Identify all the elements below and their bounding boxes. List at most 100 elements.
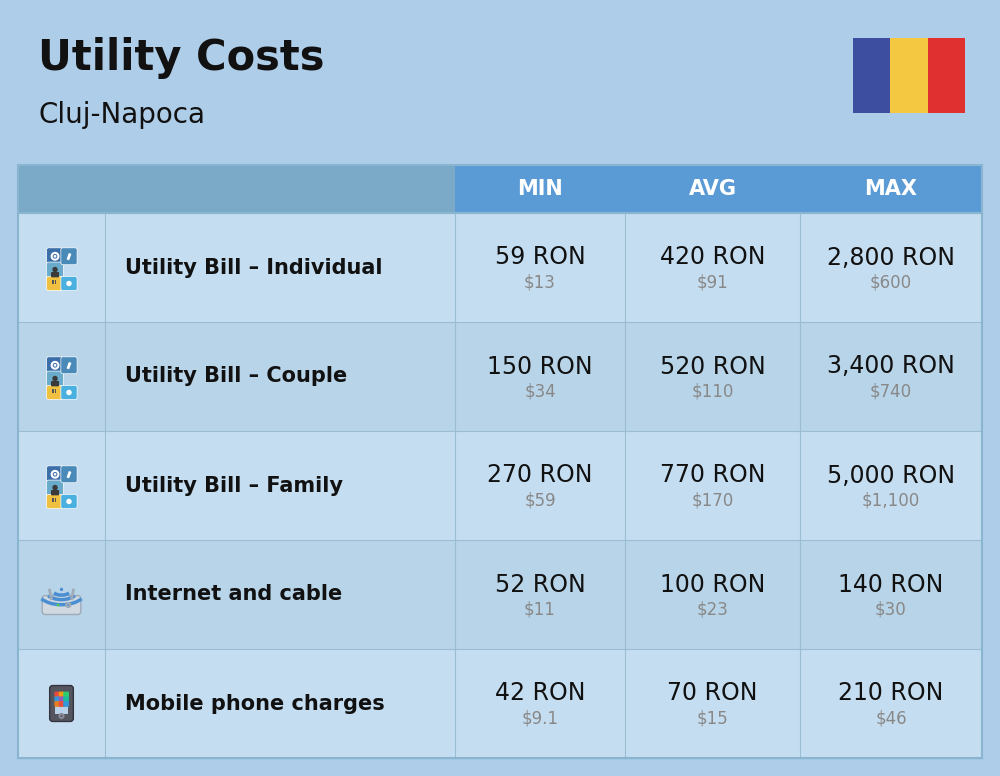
FancyBboxPatch shape bbox=[63, 702, 69, 707]
Bar bbox=[18, 165, 982, 758]
Bar bbox=[800, 165, 982, 213]
Text: Mobile phone charges: Mobile phone charges bbox=[125, 694, 385, 713]
FancyBboxPatch shape bbox=[61, 466, 77, 483]
Circle shape bbox=[52, 376, 58, 381]
Bar bbox=[67, 471, 71, 478]
FancyBboxPatch shape bbox=[63, 691, 69, 698]
Text: Utility Bill – Individual: Utility Bill – Individual bbox=[125, 258, 382, 278]
FancyBboxPatch shape bbox=[63, 696, 69, 702]
Text: 420 RON: 420 RON bbox=[660, 245, 765, 269]
Circle shape bbox=[57, 604, 59, 606]
Bar bbox=[455, 165, 625, 213]
FancyBboxPatch shape bbox=[47, 494, 63, 508]
Bar bbox=[52, 280, 54, 284]
Bar bbox=[625, 165, 800, 213]
Text: $600: $600 bbox=[870, 273, 912, 292]
Text: 140 RON: 140 RON bbox=[838, 573, 944, 597]
Bar bbox=[18, 165, 455, 213]
FancyBboxPatch shape bbox=[47, 480, 64, 497]
Text: MAX: MAX bbox=[864, 179, 918, 199]
Bar bbox=[55, 691, 68, 715]
FancyBboxPatch shape bbox=[54, 702, 60, 707]
Text: Cluj-Napoca: Cluj-Napoca bbox=[38, 101, 205, 129]
Text: AVG: AVG bbox=[688, 179, 736, 199]
FancyBboxPatch shape bbox=[47, 386, 63, 400]
FancyBboxPatch shape bbox=[61, 248, 77, 265]
FancyBboxPatch shape bbox=[47, 276, 63, 290]
Text: $34: $34 bbox=[524, 383, 556, 400]
Bar bbox=[18, 322, 982, 431]
Bar bbox=[18, 649, 982, 758]
Circle shape bbox=[66, 281, 72, 286]
Text: $11: $11 bbox=[524, 601, 556, 618]
Text: 52 RON: 52 RON bbox=[495, 573, 585, 597]
Text: $15: $15 bbox=[697, 709, 728, 728]
FancyBboxPatch shape bbox=[61, 357, 77, 374]
Text: MIN: MIN bbox=[517, 179, 563, 199]
FancyBboxPatch shape bbox=[51, 490, 59, 495]
Text: $740: $740 bbox=[870, 383, 912, 400]
Bar bbox=[55, 390, 56, 393]
FancyBboxPatch shape bbox=[47, 248, 64, 265]
FancyBboxPatch shape bbox=[47, 262, 64, 279]
Bar bbox=[890, 38, 928, 113]
FancyBboxPatch shape bbox=[59, 696, 65, 702]
Text: Utility Bill – Couple: Utility Bill – Couple bbox=[125, 366, 347, 386]
Text: $59: $59 bbox=[524, 491, 556, 510]
Bar bbox=[928, 38, 965, 113]
Circle shape bbox=[66, 390, 72, 395]
Text: $110: $110 bbox=[691, 383, 734, 400]
FancyBboxPatch shape bbox=[42, 596, 81, 615]
FancyBboxPatch shape bbox=[61, 494, 77, 508]
Text: $46: $46 bbox=[875, 709, 907, 728]
FancyBboxPatch shape bbox=[47, 371, 64, 388]
Bar bbox=[18, 431, 982, 540]
FancyBboxPatch shape bbox=[51, 381, 59, 386]
Text: Internet and cable: Internet and cable bbox=[125, 584, 342, 605]
Bar bbox=[18, 213, 982, 322]
Text: 100 RON: 100 RON bbox=[660, 573, 765, 597]
Text: 520 RON: 520 RON bbox=[660, 355, 765, 379]
Bar bbox=[67, 253, 71, 260]
FancyBboxPatch shape bbox=[54, 691, 60, 698]
Text: $9.1: $9.1 bbox=[522, 709, 558, 728]
Text: 210 RON: 210 RON bbox=[838, 681, 944, 705]
FancyBboxPatch shape bbox=[50, 685, 73, 722]
Circle shape bbox=[52, 485, 58, 490]
Text: 2,800 RON: 2,800 RON bbox=[827, 245, 955, 269]
FancyBboxPatch shape bbox=[47, 357, 64, 374]
FancyBboxPatch shape bbox=[61, 276, 77, 290]
Text: 770 RON: 770 RON bbox=[660, 463, 765, 487]
Text: 59 RON: 59 RON bbox=[495, 245, 585, 269]
Text: $13: $13 bbox=[524, 273, 556, 292]
Text: Utility Bill – Family: Utility Bill – Family bbox=[125, 476, 343, 496]
Circle shape bbox=[54, 364, 56, 366]
Text: 150 RON: 150 RON bbox=[487, 355, 593, 379]
Text: $1,100: $1,100 bbox=[862, 491, 920, 510]
FancyBboxPatch shape bbox=[59, 702, 65, 707]
Text: 70 RON: 70 RON bbox=[667, 681, 758, 705]
Circle shape bbox=[54, 255, 56, 258]
Text: $30: $30 bbox=[875, 601, 907, 618]
FancyBboxPatch shape bbox=[59, 691, 65, 698]
Bar bbox=[853, 38, 890, 113]
Bar bbox=[52, 498, 54, 502]
Bar bbox=[55, 498, 56, 502]
Text: 3,400 RON: 3,400 RON bbox=[827, 355, 955, 379]
FancyBboxPatch shape bbox=[54, 696, 60, 702]
Bar bbox=[55, 280, 56, 284]
Text: $91: $91 bbox=[697, 273, 728, 292]
Circle shape bbox=[52, 267, 58, 272]
Circle shape bbox=[54, 473, 56, 476]
FancyBboxPatch shape bbox=[51, 272, 59, 277]
Text: 5,000 RON: 5,000 RON bbox=[827, 463, 955, 487]
Text: $23: $23 bbox=[697, 601, 728, 618]
Text: $170: $170 bbox=[691, 491, 734, 510]
Circle shape bbox=[60, 587, 63, 591]
Text: Utility Costs: Utility Costs bbox=[38, 37, 324, 79]
Text: 42 RON: 42 RON bbox=[495, 681, 585, 705]
FancyBboxPatch shape bbox=[47, 466, 64, 483]
Bar bbox=[52, 390, 54, 393]
Bar bbox=[67, 362, 71, 369]
Text: 270 RON: 270 RON bbox=[487, 463, 593, 487]
